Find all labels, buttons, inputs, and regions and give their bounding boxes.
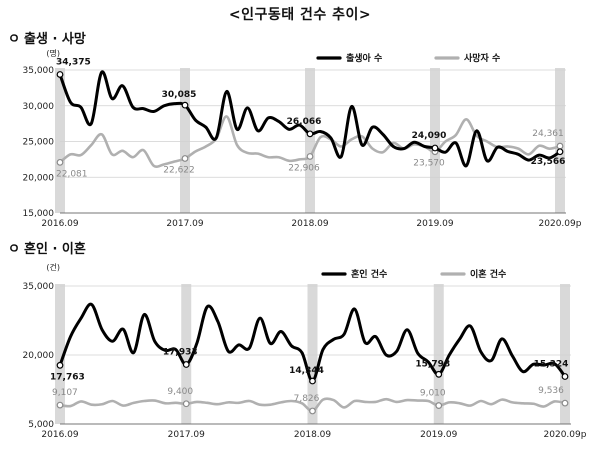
september-band (55, 68, 65, 213)
data-label: 24,090 (412, 131, 447, 141)
data-label: 22,906 (288, 163, 320, 173)
x-tick-label: 2016.09 (41, 430, 78, 440)
legend-label: 출생아 수 (346, 52, 382, 64)
x-tick-label: 2018.09 (291, 219, 328, 229)
y-unit-label: (건) (46, 262, 60, 272)
section-bullet: ㅇ (8, 32, 20, 47)
data-point-marker (56, 401, 64, 409)
data-label: 34,375 (56, 57, 91, 67)
x-tick-label: 2017.09 (166, 219, 203, 229)
data-label: 23,570 (413, 159, 445, 169)
data-label: 24,361 (532, 129, 564, 139)
page-title: <인구동태 건수 추이> (228, 7, 372, 23)
data-point-marker (561, 373, 569, 380)
x-tick-label: 2017.09 (168, 430, 205, 440)
data-label: 22,081 (56, 169, 88, 179)
y-tick-label: 20,000 (23, 173, 55, 183)
september-band (560, 284, 570, 424)
data-point-marker (181, 101, 189, 109)
y-tick-label: 35,000 (23, 66, 55, 76)
september-band (180, 68, 190, 213)
legend-label: 혼인 건수 (351, 268, 387, 280)
y-tick-label: 25,000 (23, 138, 55, 148)
data-point-marker (56, 361, 64, 369)
x-tick-label: 2019.09 (420, 430, 457, 440)
section-bullet: ㅇ (8, 242, 20, 257)
x-tick-label: 2019.09 (416, 219, 453, 229)
data-point-marker (56, 158, 64, 166)
data-point-marker (56, 71, 64, 78)
births-deaths-chart: 15,000 20,000 25,000 30,000 35,000 (명) 2016.09… (23, 48, 582, 229)
data-point-marker (431, 144, 439, 152)
data-label: 9,107 (52, 388, 78, 398)
legend-label: 사망자 수 (464, 52, 500, 64)
data-point-marker (435, 402, 443, 409)
data-label: 9,010 (420, 389, 446, 399)
data-point-marker (556, 148, 564, 156)
september-band (430, 68, 440, 213)
data-point-marker (182, 400, 190, 408)
data-label: 17,763 (50, 372, 85, 382)
september-band (55, 284, 65, 424)
data-point-marker (182, 361, 190, 368)
september-band (305, 68, 315, 213)
september-band (181, 284, 192, 424)
data-label: 14,344 (289, 366, 324, 376)
x-tick-label: 2020.09p (544, 430, 587, 440)
data-point-marker (556, 142, 564, 150)
y-unit-label: (명) (46, 48, 60, 58)
data-label: 17,933 (163, 348, 198, 358)
data-label: 15,798 (415, 359, 450, 369)
y-tick-label: 20,000 (23, 351, 55, 361)
data-point-marker (309, 407, 316, 415)
data-point-marker (306, 130, 314, 138)
september-band (555, 68, 565, 213)
section-heading-label: 출생 · 사망 (24, 32, 86, 47)
section-heading-label: 혼인 · 이혼 (24, 242, 86, 257)
data-label: 30,085 (162, 90, 197, 100)
data-point-marker (309, 377, 316, 385)
y-tick-label: 35,000 (23, 282, 55, 292)
marriages-divorces-chart: 5,000 20,000 35,000 (건) 2016.09 2017.09 2018.0… (23, 262, 587, 440)
x-tick-label: 2020.09p (539, 219, 582, 229)
data-point-marker (181, 155, 189, 162)
x-tick-label: 2018.09 (294, 430, 331, 440)
legend-label: 이혼 건수 (470, 268, 506, 280)
data-point-marker (306, 153, 314, 160)
data-label: 9,536 (538, 386, 564, 396)
data-point-marker (561, 399, 569, 407)
y-tick-label: 15,000 (23, 209, 55, 219)
section-heading-marriages-divorces: ㅇ 혼인 · 이혼 (8, 238, 86, 257)
data-label: 9,400 (167, 387, 193, 397)
y-tick-label: 30,000 (23, 102, 55, 112)
data-label: 7,826 (294, 394, 320, 404)
x-tick-label: 2016.09 (41, 219, 78, 229)
september-band (307, 284, 318, 424)
y-tick-label: 5,000 (28, 420, 54, 430)
section-heading-births-deaths: ㅇ 출생 · 사망 (8, 28, 86, 47)
september-band (433, 284, 444, 424)
data-label: 22,622 (163, 166, 195, 176)
data-label: 26,066 (287, 117, 322, 127)
data-point-marker (435, 370, 443, 378)
data-label: 23,566 (531, 157, 566, 167)
data-label: 15,324 (534, 360, 569, 370)
